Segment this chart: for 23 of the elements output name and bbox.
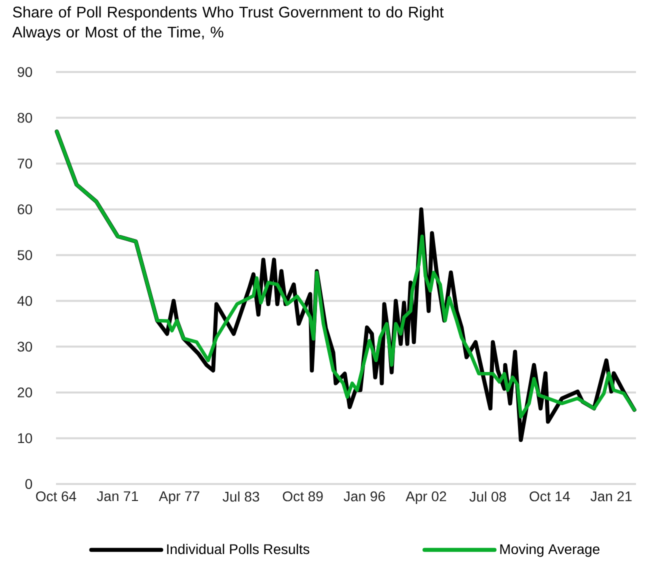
x-tick-label: Oct 89 <box>282 491 323 502</box>
x-tick-label: Oct 14 <box>530 491 570 502</box>
x-tick-label: Apr 77 <box>158 491 200 504</box>
y-tick-label: 60 <box>18 204 32 214</box>
y-tick-label: 20 <box>18 388 32 398</box>
y-tick-label: 30 <box>18 342 32 352</box>
x-tick-label: Jul 08 <box>469 491 506 502</box>
legend-label: Individual Polls Results <box>167 544 310 554</box>
x-tick-label: Jan 21 <box>590 491 632 502</box>
y-tick-label: 50 <box>18 250 32 260</box>
x-tick-label: Jan 71 <box>96 491 138 502</box>
chart-title: Share of Poll Respondents Who Trust Government to do Right Always or Most of the Time, % <box>12 6 444 41</box>
x-tick-label: Jan 96 <box>344 491 385 502</box>
y-tick-label: 10 <box>18 433 32 444</box>
y-tick-label: 80 <box>18 112 32 123</box>
y-tick-label: 90 <box>18 67 32 77</box>
y-tick-label: 70 <box>18 158 32 169</box>
y-tick-label: 0 <box>25 479 32 489</box>
x-tick-label: Jul 83 <box>222 491 260 502</box>
x-tick-label: Oct 64 <box>36 491 76 502</box>
y-tick-label: 40 <box>17 296 32 306</box>
legend-label: Moving Average <box>500 544 600 557</box>
x-tick-label: Apr 02 <box>406 491 446 504</box>
